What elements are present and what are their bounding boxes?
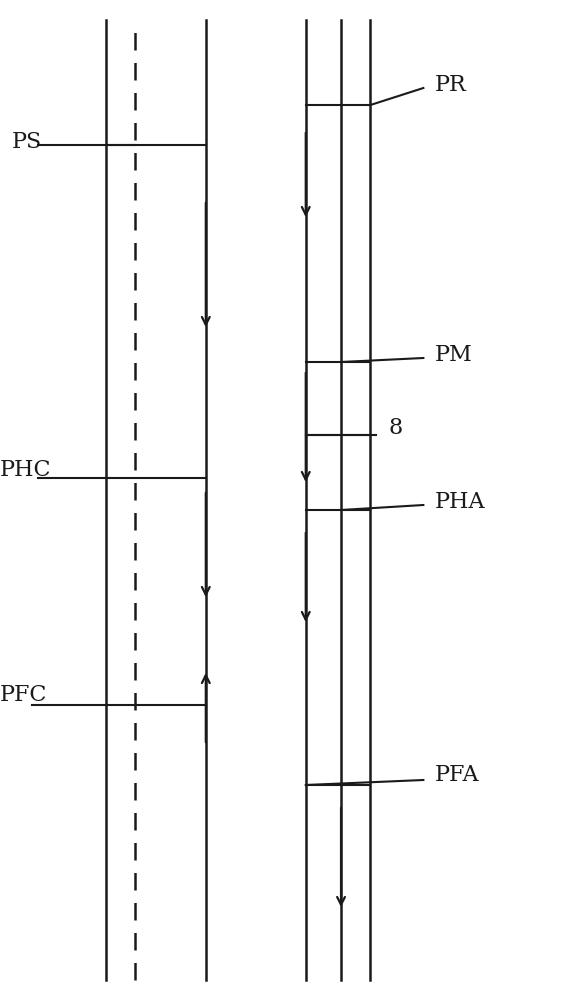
Text: PR: PR <box>435 74 467 96</box>
Text: PFC: PFC <box>0 684 48 706</box>
Text: PHC: PHC <box>0 459 52 481</box>
Text: PM: PM <box>435 344 473 366</box>
Text: PFA: PFA <box>435 764 480 786</box>
Text: PHA: PHA <box>435 491 486 513</box>
Text: PS: PS <box>12 131 42 153</box>
Text: 8: 8 <box>388 417 402 439</box>
